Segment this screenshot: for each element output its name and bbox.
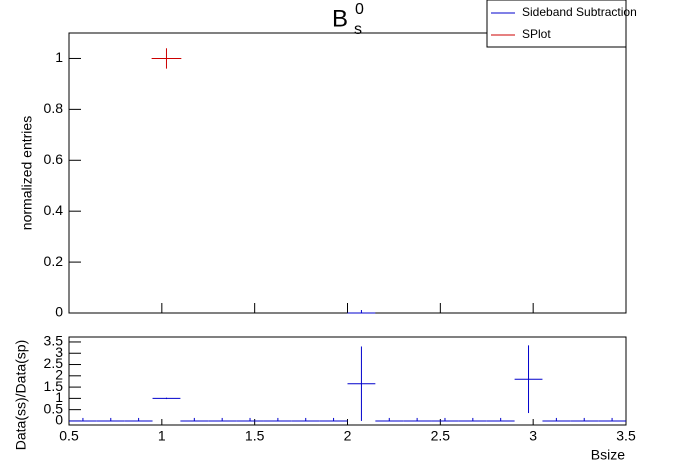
y-tick-label: 2.5	[44, 355, 64, 371]
x-tick-label: 3.5	[616, 428, 636, 444]
y-tick-label: 0.4	[44, 202, 64, 218]
y-tick-label: 0.6	[44, 151, 64, 167]
y-tick-label: 0	[55, 304, 63, 320]
title: B	[332, 5, 348, 32]
y-axis-title: Data(ss)/Data(sp)	[13, 340, 29, 450]
x-axis-title: Bsize	[591, 447, 625, 463]
x-tick-label: 0.5	[59, 428, 79, 444]
legend-label: SPlot	[522, 27, 551, 41]
x-tick-label: 2	[344, 428, 352, 444]
y-tick-label: 1.5	[44, 378, 64, 394]
legend-label: Sideband Subtraction	[522, 5, 637, 19]
x-tick-label: 1.5	[245, 428, 265, 444]
title-sup: 0	[355, 1, 364, 18]
y-tick-label: 0.5	[44, 400, 64, 416]
legend	[486, 0, 627, 48]
y-tick-label: 0	[55, 412, 63, 428]
title-sub: s	[354, 21, 362, 38]
top-frame	[68, 32, 627, 314]
y-tick-label: 1	[55, 389, 63, 405]
y-tick-label: 3.5	[44, 333, 64, 349]
bottom-frame	[68, 336, 627, 426]
x-tick-label: 1	[158, 428, 166, 444]
x-tick-label: 2.5	[431, 428, 451, 444]
y-axis-title: normalized entries	[19, 116, 35, 230]
y-tick-label: 1	[55, 49, 63, 65]
y-tick-label: 3	[55, 344, 63, 360]
x-tick-label: 3	[529, 428, 537, 444]
y-tick-label: 0.2	[44, 253, 64, 269]
y-tick-label: 2	[55, 367, 63, 383]
y-tick-label: 0.8	[44, 100, 64, 116]
